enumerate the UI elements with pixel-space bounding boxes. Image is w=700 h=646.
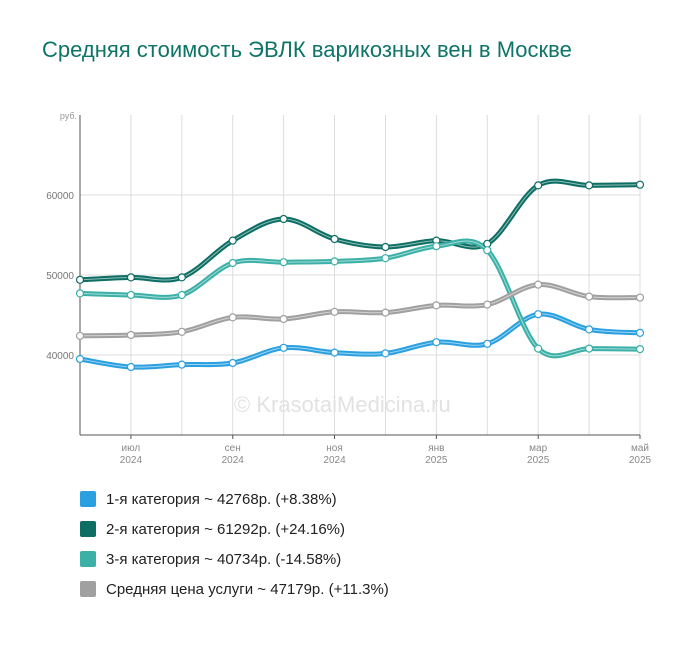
data-point-series-4 xyxy=(330,307,339,316)
legend-item[interactable]: 1-я категория ~ 42768р. (+8.38%) xyxy=(80,484,389,514)
legend-label: 1-я категория ~ 42768р. (+8.38%) xyxy=(106,490,337,508)
x-tick-label-month: июл xyxy=(122,443,141,454)
data-point-series-3 xyxy=(381,254,390,263)
data-point-series-2 xyxy=(126,273,136,282)
series-line-highlight-4 xyxy=(79,284,641,337)
x-tick-label-month: янв xyxy=(428,443,444,454)
data-point-series-2 xyxy=(381,242,390,252)
y-tick-label: 60000 xyxy=(46,191,74,202)
series-line-3 xyxy=(77,238,643,359)
legend: 1-я категория ~ 42768р. (+8.38%) 2-я кате… xyxy=(80,484,389,604)
series-line-1 xyxy=(77,311,643,370)
data-point-series-2 xyxy=(584,181,594,190)
data-point-series-3 xyxy=(635,345,645,354)
data-point-series-1 xyxy=(75,354,85,364)
legend-label: 2-я категория ~ 61292р. (+24.16%) xyxy=(106,520,346,538)
data-point-series-2 xyxy=(330,234,339,244)
data-point-series-1 xyxy=(279,343,288,352)
data-point-series-2 xyxy=(177,273,186,282)
data-point-series-3 xyxy=(330,257,339,266)
x-tick-label-year: 2024 xyxy=(120,455,143,466)
data-point-series-2 xyxy=(75,275,85,284)
data-point-series-3 xyxy=(279,258,288,267)
legend-label: 3-я категория ~ 40734р. (-14.58%) xyxy=(106,550,342,568)
data-point-series-1 xyxy=(534,310,543,319)
x-tick-label-month: мар xyxy=(529,443,547,454)
data-point-series-1 xyxy=(635,328,645,337)
data-point-series-3 xyxy=(584,344,594,353)
data-point-series-1 xyxy=(330,348,339,357)
series-line-highlight-1 xyxy=(79,313,641,368)
x-tick-label-year: 2024 xyxy=(222,455,245,466)
data-point-series-4 xyxy=(635,293,645,302)
legend-item[interactable]: Средняя цена услуги ~ 47179р. (+11.3%) xyxy=(80,574,389,604)
legend-item[interactable]: 2-я категория ~ 61292р. (+24.16%) xyxy=(80,514,389,544)
x-tick-label-month: сен xyxy=(225,443,241,454)
data-point-series-3 xyxy=(483,246,492,255)
watermark: © KrasotaiMedicina.ru xyxy=(234,392,451,417)
data-point-series-3 xyxy=(432,242,441,251)
legend-swatch xyxy=(80,581,96,597)
data-point-series-1 xyxy=(432,338,441,347)
data-point-series-4 xyxy=(584,292,594,301)
y-axis-unit-label: руб. xyxy=(60,111,77,121)
data-point-series-4 xyxy=(228,313,237,322)
series-line-4 xyxy=(77,282,643,339)
data-point-series-1 xyxy=(177,360,186,369)
series-line-highlight-2 xyxy=(79,180,641,281)
line-chart: руб.400005000060000июл2024сен2024ноя2024… xyxy=(46,111,652,466)
legend-label: Средняя цена услуги ~ 47179р. (+11.3%) xyxy=(106,580,389,598)
x-tick-label-month: май xyxy=(631,443,649,454)
data-point-series-3 xyxy=(177,290,186,300)
y-tick-label: 50000 xyxy=(46,271,74,282)
legend-item[interactable]: 3-я категория ~ 40734р. (-14.58%) xyxy=(80,544,389,574)
data-point-series-1 xyxy=(381,349,390,358)
x-tick-label-month: ноя xyxy=(326,443,343,454)
data-point-series-1 xyxy=(126,362,136,372)
data-point-series-4 xyxy=(534,280,543,289)
x-tick-label-year: 2025 xyxy=(425,455,448,466)
data-point-series-2 xyxy=(534,181,543,190)
data-point-series-4 xyxy=(432,301,441,310)
data-point-series-3 xyxy=(126,290,136,300)
data-point-series-4 xyxy=(75,331,85,340)
y-tick-label: 40000 xyxy=(46,351,74,362)
data-point-series-2 xyxy=(635,180,645,189)
data-point-series-4 xyxy=(483,300,492,309)
data-point-series-3 xyxy=(228,258,237,268)
series-line-2 xyxy=(77,178,643,283)
x-tick-label-year: 2024 xyxy=(323,455,346,466)
data-point-series-4 xyxy=(126,330,136,340)
data-point-series-3 xyxy=(534,344,543,353)
data-point-series-4 xyxy=(381,308,390,317)
data-point-series-1 xyxy=(483,339,492,348)
legend-swatch xyxy=(80,521,96,537)
data-point-series-2 xyxy=(228,236,237,245)
chart-title: Средняя стоимость ЭВЛК варикозных вен в … xyxy=(42,37,572,62)
data-point-series-1 xyxy=(228,358,237,368)
x-tick-label-year: 2025 xyxy=(527,455,550,466)
data-point-series-4 xyxy=(279,314,288,324)
legend-swatch xyxy=(80,551,96,567)
data-point-series-2 xyxy=(279,214,288,224)
x-tick-label-year: 2025 xyxy=(629,455,652,466)
data-point-series-1 xyxy=(584,325,594,334)
data-point-series-3 xyxy=(75,289,85,298)
data-point-series-4 xyxy=(177,327,186,336)
legend-swatch xyxy=(80,491,96,507)
